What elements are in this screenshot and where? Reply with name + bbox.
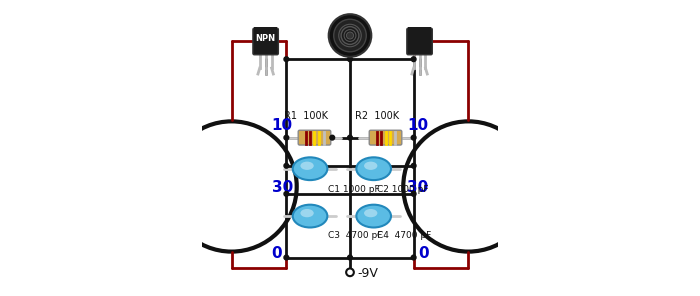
Text: C2 1000 pF: C2 1000 pF: [377, 185, 428, 194]
Text: C4  4700 pF: C4 4700 pF: [377, 231, 431, 240]
Circle shape: [330, 135, 335, 140]
Text: 30: 30: [272, 181, 293, 195]
Circle shape: [284, 192, 288, 196]
Circle shape: [412, 57, 416, 62]
Text: 30: 30: [407, 181, 428, 195]
Circle shape: [412, 135, 416, 140]
FancyBboxPatch shape: [407, 28, 433, 55]
Ellipse shape: [364, 209, 377, 217]
FancyBboxPatch shape: [369, 130, 402, 145]
Text: R1  100K: R1 100K: [284, 111, 328, 121]
Circle shape: [412, 255, 416, 260]
Text: 0: 0: [272, 246, 282, 260]
FancyBboxPatch shape: [253, 28, 279, 55]
Bar: [408, 27, 430, 31]
Text: NPN: NPN: [256, 34, 276, 43]
Circle shape: [284, 163, 288, 168]
FancyBboxPatch shape: [298, 130, 331, 145]
Circle shape: [329, 14, 371, 57]
Circle shape: [348, 255, 352, 260]
Circle shape: [348, 57, 352, 62]
Ellipse shape: [293, 205, 328, 228]
Text: C1 1000 pF: C1 1000 pF: [328, 185, 379, 194]
Ellipse shape: [364, 162, 377, 170]
Ellipse shape: [300, 162, 314, 170]
Circle shape: [284, 135, 288, 140]
Circle shape: [412, 192, 416, 196]
Text: R2  100K: R2 100K: [355, 111, 399, 121]
Circle shape: [348, 135, 352, 140]
Text: C3  4700 pF: C3 4700 pF: [328, 231, 382, 240]
Ellipse shape: [356, 157, 391, 180]
Circle shape: [334, 19, 366, 52]
Ellipse shape: [356, 205, 391, 228]
Text: 0: 0: [418, 246, 428, 260]
Circle shape: [284, 255, 288, 260]
Text: 10: 10: [272, 118, 293, 133]
Text: 10: 10: [407, 118, 428, 133]
Text: -9V: -9V: [358, 267, 378, 280]
Ellipse shape: [293, 157, 328, 180]
Circle shape: [341, 27, 359, 44]
Bar: [254, 27, 277, 31]
Ellipse shape: [300, 209, 314, 217]
Circle shape: [284, 57, 288, 62]
Circle shape: [346, 32, 354, 39]
Circle shape: [412, 163, 416, 168]
Circle shape: [346, 268, 354, 276]
